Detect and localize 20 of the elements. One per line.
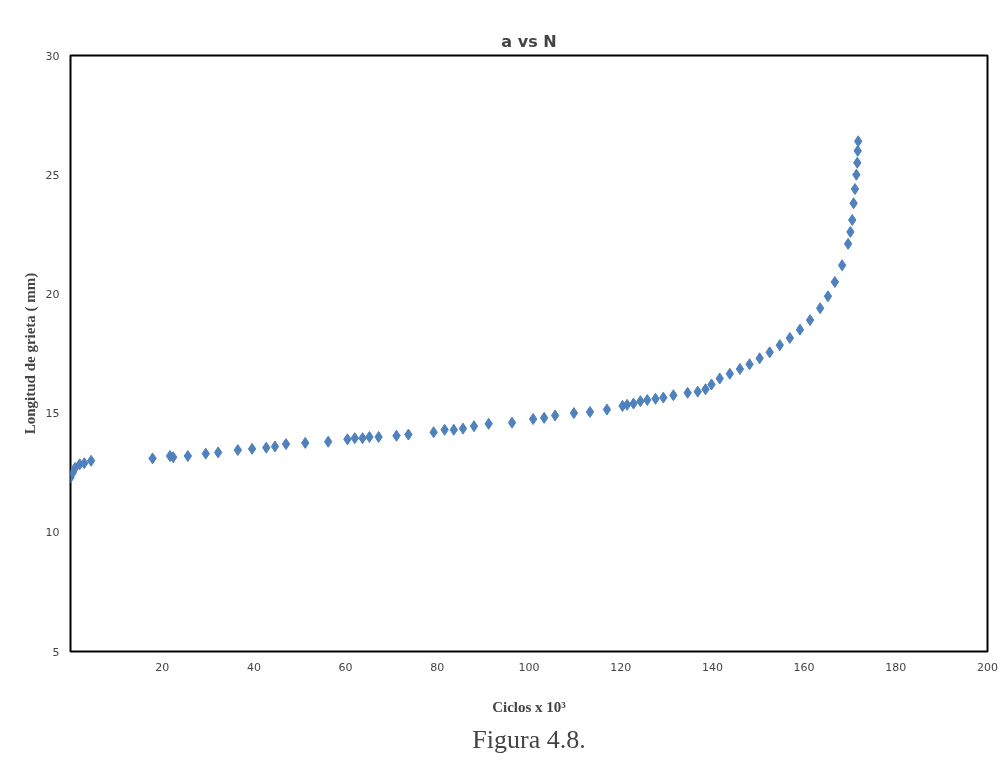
x-tick-label: 100 [518,660,540,674]
y-tick-label: 20 [45,287,60,301]
x-tick-label: 40 [246,660,261,674]
x-tick-label: 160 [793,660,815,674]
text: Figura 4.8. [472,724,586,754]
y-tick-label: 10 [45,526,60,540]
x-tick-label: 20 [155,660,170,674]
y-tick-label: 30 [45,49,60,63]
y-tick-label: 25 [45,168,60,182]
x-tick-label: 200 [977,660,998,674]
x-tick-label: 180 [885,660,907,674]
y-axis-title: Longitud de grieta ( mm) [21,272,39,435]
x-tick-label: 120 [610,660,632,674]
y-tick-label: 15 [45,407,60,421]
x-tick-label: 140 [701,660,723,674]
x-tick-label: 80 [430,660,445,674]
y-tick-label: 5 [52,645,60,659]
x-axis-title: Ciclos x 10³ [492,698,567,715]
chart-title: a vs N [501,31,557,51]
x-tick-label: 60 [338,660,353,674]
